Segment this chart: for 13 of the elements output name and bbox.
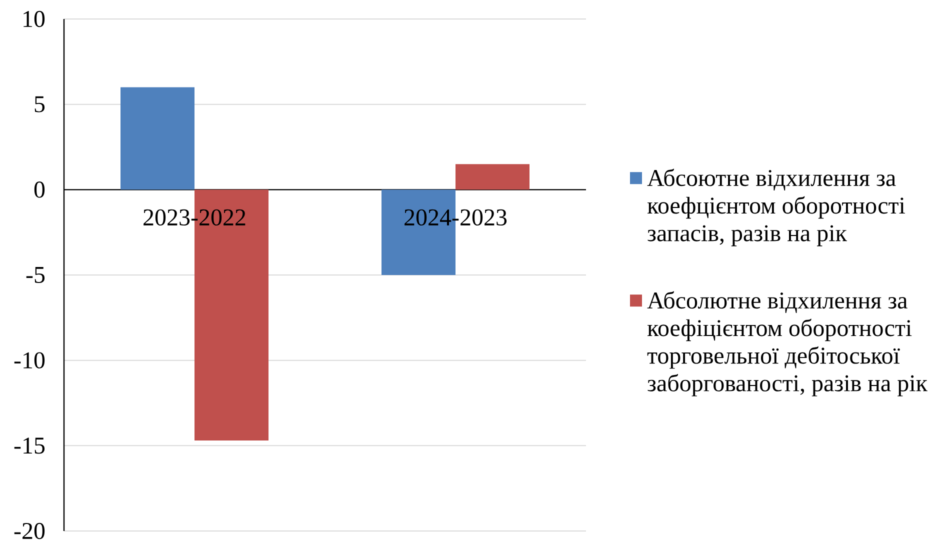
bar xyxy=(456,164,530,190)
legend-label: Абсоютне відхилення за коефцієнтом оборотності запасів, разів на рік xyxy=(647,168,905,246)
y-tick-label: 0 xyxy=(34,182,45,198)
x-tick-label: 2024-2023 xyxy=(404,209,507,226)
y-tick-label: -20 xyxy=(14,522,45,540)
y-tick-label: -15 xyxy=(14,438,45,454)
y-tick-label: 5 xyxy=(34,96,45,112)
legend-label: Абсолютне відхилення за коефіцієнтом оборотності торговельної дебітоської заборгованості, разів на рік xyxy=(647,291,928,396)
bar xyxy=(120,87,194,190)
x-tick-label: 2023-2022 xyxy=(144,209,246,226)
y-tick-label: 10 xyxy=(24,10,45,28)
y-tick-label: -5 xyxy=(26,267,45,283)
y-tick-label: -10 xyxy=(14,352,45,368)
